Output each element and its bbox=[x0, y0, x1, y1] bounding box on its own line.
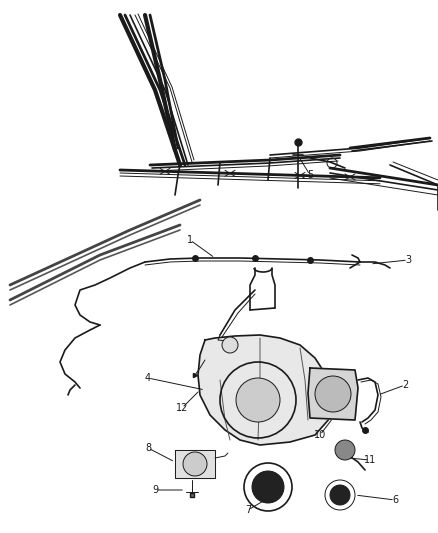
Circle shape bbox=[315, 376, 351, 412]
Text: 9: 9 bbox=[152, 485, 158, 495]
Text: 10: 10 bbox=[314, 430, 326, 440]
Circle shape bbox=[236, 378, 280, 422]
Text: 11: 11 bbox=[364, 455, 376, 465]
Circle shape bbox=[335, 440, 355, 460]
Text: 1: 1 bbox=[187, 235, 193, 245]
Circle shape bbox=[183, 452, 207, 476]
Circle shape bbox=[252, 471, 284, 503]
Text: 12: 12 bbox=[176, 403, 188, 413]
Text: 4: 4 bbox=[145, 373, 151, 383]
Circle shape bbox=[222, 337, 238, 353]
Polygon shape bbox=[175, 450, 215, 478]
Text: 8: 8 bbox=[145, 443, 151, 453]
Text: 7: 7 bbox=[245, 505, 251, 515]
Polygon shape bbox=[308, 368, 358, 420]
Polygon shape bbox=[198, 335, 332, 445]
Text: 5: 5 bbox=[307, 170, 313, 180]
Text: 2: 2 bbox=[402, 380, 408, 390]
Text: 3: 3 bbox=[405, 255, 411, 265]
Circle shape bbox=[330, 485, 350, 505]
Text: 6: 6 bbox=[392, 495, 398, 505]
